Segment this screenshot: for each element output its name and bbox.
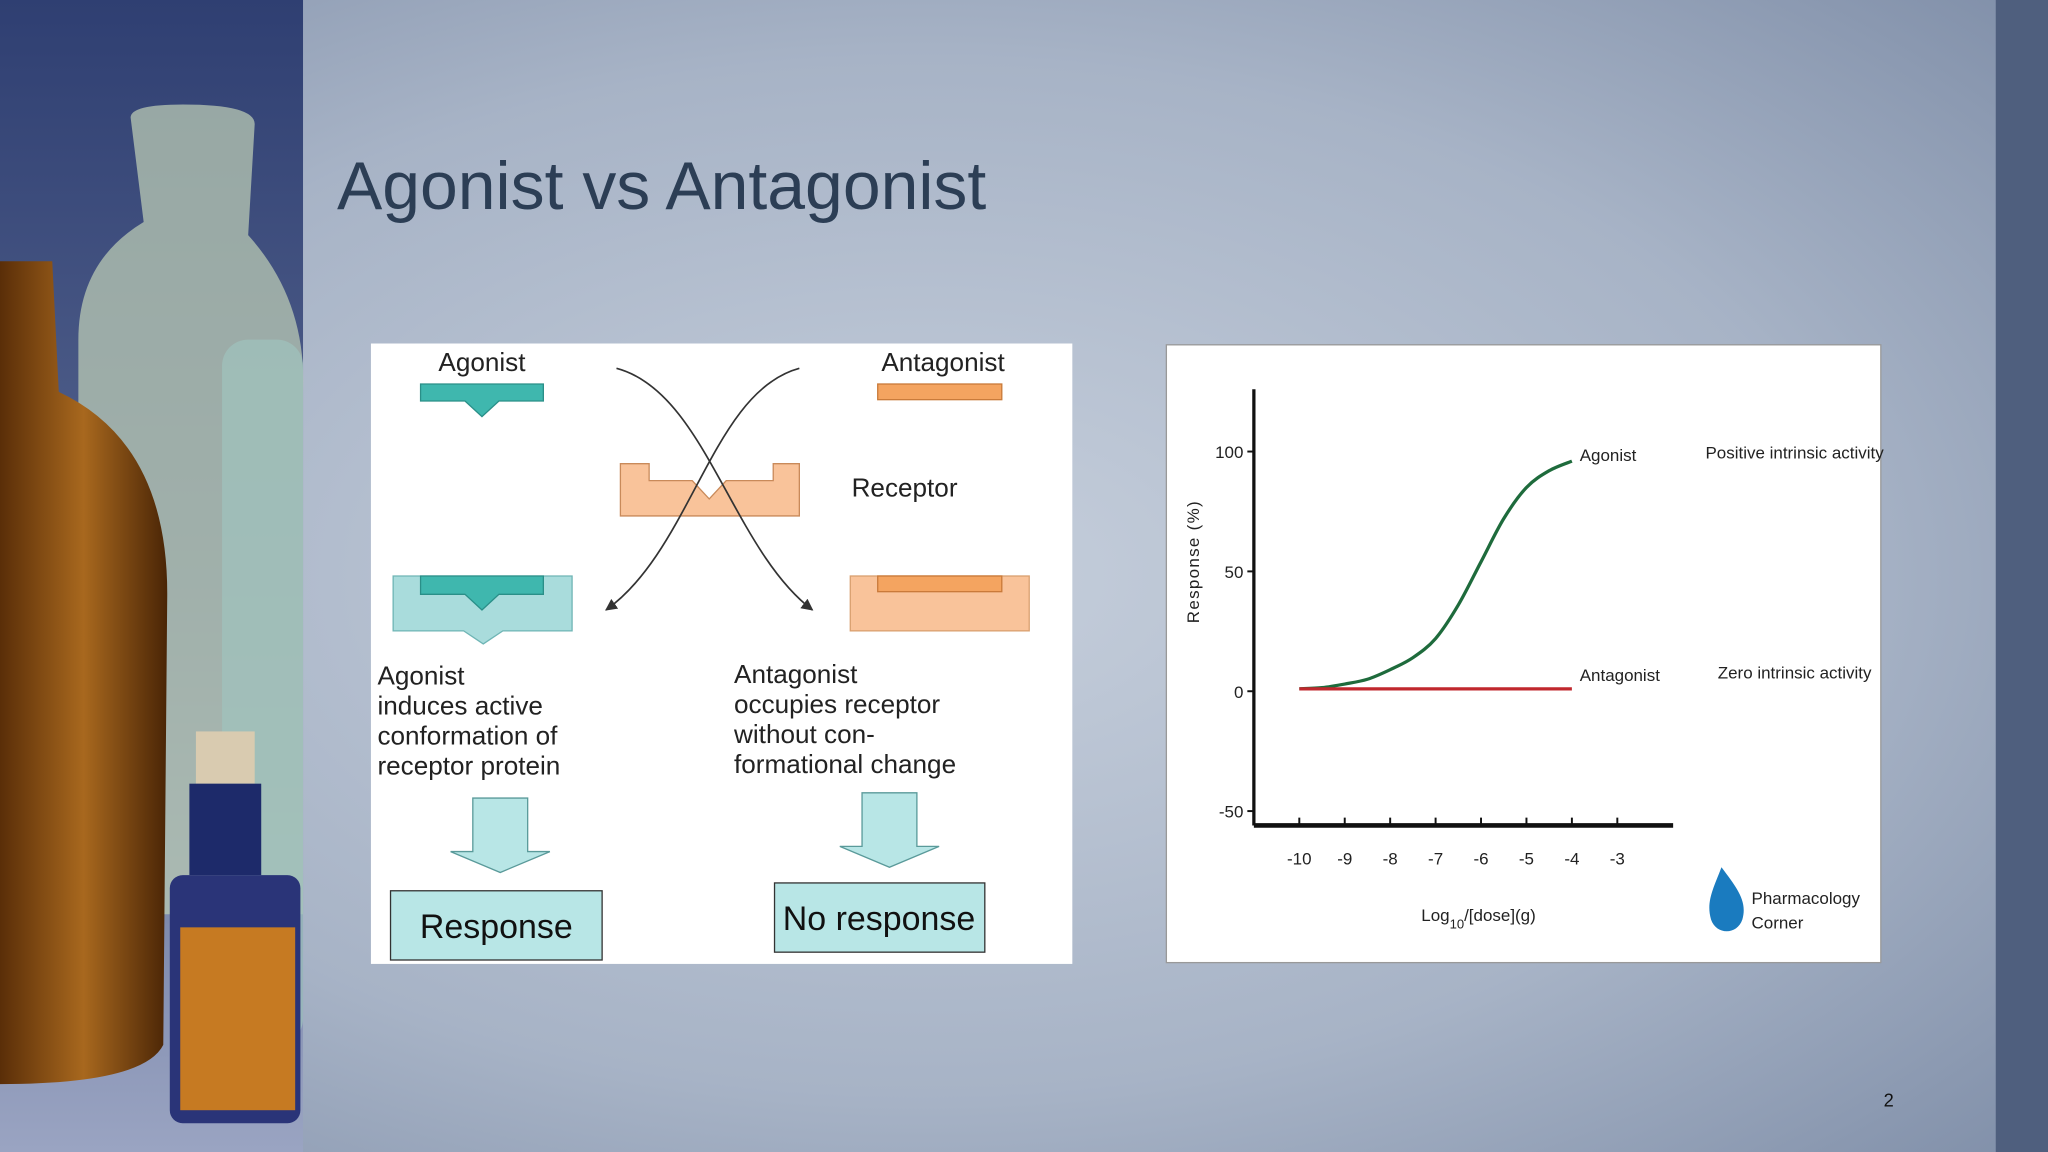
chart-panel [1165, 344, 1882, 964]
amber-bottle [0, 261, 168, 1085]
arrow [605, 367, 800, 611]
x-axis-label: Log10/[dose](g) [1421, 906, 1536, 932]
chart: Response (%) Log10/[dose](g) Pharmacolog… [1165, 344, 1884, 964]
series-label: Agonist [1580, 446, 1637, 465]
logo-text: Corner [1752, 914, 1804, 933]
annotation: Zero intrinsic activity [1718, 663, 1872, 682]
label [180, 927, 296, 1111]
x-tick-label: -10 [1287, 850, 1312, 869]
x-tick-label: -7 [1428, 850, 1443, 869]
text-line: formational change [734, 749, 956, 779]
x-label-sub: 10 [1450, 917, 1465, 932]
x-tick-label: -9 [1337, 850, 1352, 869]
no-response-text: No response [783, 900, 975, 938]
diagram: Agonist Antagonist Receptor Agonistinduc… [370, 343, 1073, 964]
response-box [389, 890, 603, 961]
x-tick-label: -5 [1519, 850, 1534, 869]
small-bottle [189, 783, 262, 876]
y-tick-label: -50 [1219, 803, 1244, 822]
response-text: Response [420, 908, 573, 946]
y-tick-label: 50 [1225, 563, 1244, 582]
side-strip [1995, 0, 2048, 1152]
annotation: Positive intrinsic activity [1705, 444, 1884, 463]
photo [0, 0, 304, 1152]
text-line: occupies receptor [734, 689, 940, 719]
text-line: without con- [733, 719, 875, 749]
slide-title: Agonist vs Antagonist [337, 149, 986, 224]
text-line: induces active [377, 690, 542, 720]
text-line: conformation of [377, 720, 558, 750]
agonist-shape [419, 383, 544, 418]
bound-agonist [419, 575, 544, 611]
text-line: Agonist [377, 660, 465, 690]
logo-icon [1709, 867, 1744, 932]
agonist-label: Agonist [438, 347, 526, 377]
receptor-label: Receptor [852, 472, 958, 502]
y-axis-label: Response (%) [1184, 500, 1203, 623]
down-arrow [450, 797, 551, 874]
logo-text: Pharmacology [1752, 889, 1861, 908]
y-tick-label: 100 [1215, 443, 1243, 462]
x-tick-label: -6 [1473, 850, 1488, 869]
x-label-part: /[dose](g) [1464, 906, 1536, 925]
diagram-panel [370, 343, 1073, 964]
receptor-shape [619, 463, 800, 517]
y-tick-label: 0 [1234, 683, 1243, 702]
x-tick-label: -8 [1383, 850, 1398, 869]
antagonist-label: Antagonist [881, 347, 1005, 377]
antagonist-shape [877, 383, 1003, 401]
series-label: Antagonist [1580, 666, 1660, 685]
x-tick-label: -4 [1564, 850, 1579, 869]
bound-antagonist [877, 575, 1003, 593]
x-tick-label: -3 [1610, 850, 1625, 869]
x-label-part: Log [1421, 906, 1449, 925]
page-number: 2 [1884, 1089, 1894, 1110]
cap [195, 731, 255, 784]
series-line [1299, 459, 1573, 691]
text-line: receptor protein [377, 751, 560, 781]
arrow [616, 367, 814, 611]
no-response-box [773, 882, 986, 953]
text-line: Antagonist [734, 659, 858, 689]
down-arrow [839, 792, 940, 868]
